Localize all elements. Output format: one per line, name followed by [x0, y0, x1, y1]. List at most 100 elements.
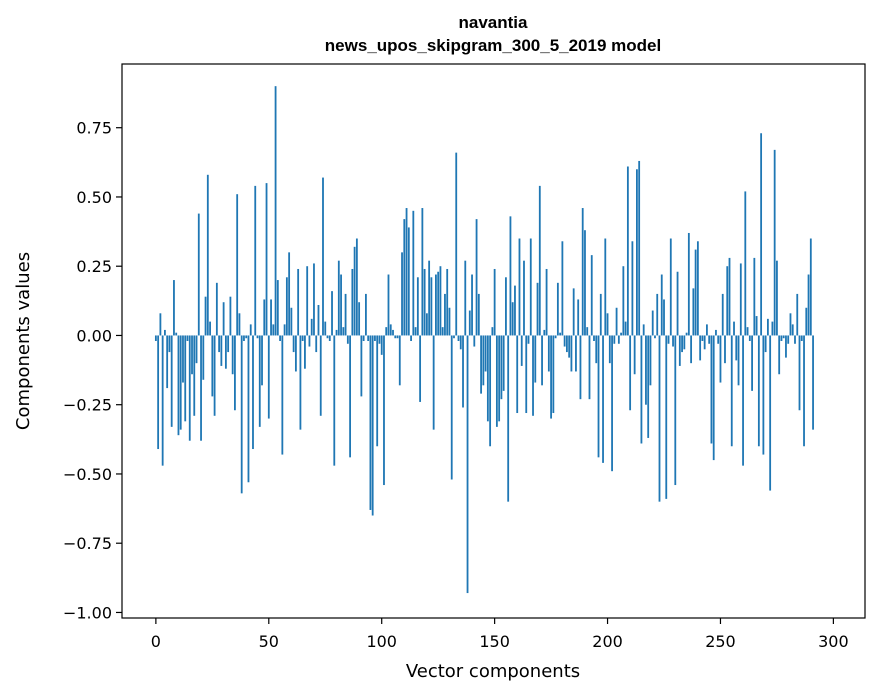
bar	[322, 177, 324, 336]
bar	[301, 335, 304, 341]
bar	[674, 335, 677, 486]
bar	[283, 324, 286, 336]
bar	[154, 335, 157, 341]
bar	[663, 299, 665, 336]
bar	[369, 335, 372, 510]
bar	[545, 268, 548, 336]
bar	[308, 335, 311, 347]
bar	[209, 321, 211, 336]
y-tick-label: −0.50	[63, 465, 112, 484]
y-tick-label: 0.00	[76, 326, 112, 345]
bar	[617, 335, 620, 344]
bar	[638, 160, 641, 336]
bar	[410, 335, 412, 341]
bar	[220, 335, 223, 366]
bar	[794, 335, 796, 344]
bar	[798, 335, 801, 411]
bar	[182, 335, 184, 383]
bar	[243, 335, 245, 341]
bar	[252, 335, 254, 450]
bar	[606, 313, 609, 336]
bar	[495, 335, 498, 427]
bar	[367, 335, 370, 341]
bar	[773, 149, 776, 336]
bar	[405, 208, 408, 336]
bar	[514, 285, 516, 336]
bar	[509, 216, 512, 336]
bar	[249, 324, 252, 336]
bar	[529, 238, 532, 336]
bar	[672, 335, 674, 347]
bar	[184, 335, 187, 422]
bar	[683, 335, 686, 350]
bar	[335, 329, 338, 336]
bar	[161, 335, 164, 466]
bar	[696, 241, 699, 336]
bar	[518, 238, 521, 336]
bar	[412, 210, 415, 336]
bar	[444, 293, 446, 336]
bar	[213, 335, 216, 416]
bar	[658, 335, 661, 502]
bar	[288, 252, 291, 336]
bar	[507, 335, 510, 502]
bar	[430, 277, 433, 336]
bar	[238, 313, 241, 336]
bar	[179, 335, 182, 430]
bar	[315, 335, 318, 353]
bar	[717, 335, 720, 344]
x-tick-label: 100	[366, 632, 397, 651]
bar	[568, 335, 571, 358]
bar	[615, 307, 618, 336]
bar	[170, 335, 173, 427]
bar	[561, 241, 564, 336]
bar	[231, 335, 234, 375]
bar	[640, 335, 643, 444]
bar	[337, 260, 340, 336]
bar	[197, 213, 200, 336]
bar	[482, 335, 485, 386]
bar	[188, 335, 191, 441]
bar	[353, 246, 356, 336]
bar	[480, 335, 482, 394]
bar	[812, 335, 814, 430]
bar	[613, 335, 616, 344]
bar	[739, 263, 742, 336]
bar	[195, 335, 198, 364]
bar	[236, 194, 239, 336]
bar	[200, 335, 202, 441]
bar	[437, 271, 440, 336]
bar	[491, 327, 494, 336]
bar	[532, 335, 534, 416]
bar	[764, 335, 767, 353]
bar	[459, 335, 462, 350]
bar	[665, 335, 668, 499]
bar	[191, 335, 193, 375]
bar	[787, 335, 790, 344]
bar	[547, 335, 550, 372]
bar	[649, 335, 652, 386]
bar	[701, 335, 704, 341]
bar	[276, 280, 279, 336]
bar	[292, 335, 295, 353]
bar	[256, 335, 259, 339]
bar	[419, 335, 422, 402]
bar	[757, 335, 760, 447]
bar	[258, 335, 261, 427]
bar	[690, 335, 693, 364]
bar	[383, 335, 385, 486]
bar	[708, 335, 711, 344]
bar	[166, 335, 169, 389]
y-axis-ticks: −1.00 −0.75 −0.50 −0.25 0.00 0.25 0.50 0.75	[63, 119, 122, 622]
bar	[622, 266, 625, 336]
bar	[274, 86, 277, 336]
bar	[588, 335, 591, 400]
bar	[299, 335, 302, 430]
bar	[710, 335, 713, 444]
chart-title: navantia	[459, 13, 529, 32]
bar	[319, 335, 322, 416]
bar	[703, 335, 706, 350]
bar	[782, 335, 785, 339]
bar	[324, 321, 327, 336]
bar	[450, 335, 453, 480]
